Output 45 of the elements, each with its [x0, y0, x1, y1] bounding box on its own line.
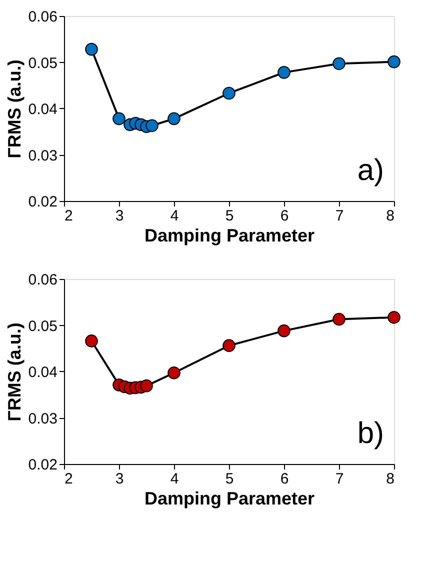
- x-tick-label: 8: [386, 208, 394, 224]
- x-tick-label: 3: [115, 470, 124, 488]
- y-tick-label: 0.02: [28, 194, 58, 210]
- y-axis-title: ΓRMS (a.u.): [4, 322, 24, 422]
- point: [278, 66, 290, 79]
- point: [222, 339, 236, 352]
- x-tick-label: 8: [386, 470, 394, 488]
- point: [85, 334, 98, 348]
- x-axis-title: Damping Parameter: [144, 226, 315, 246]
- point: [388, 310, 400, 324]
- x-tick-label: 4: [170, 470, 179, 488]
- x-tick-label: 3: [115, 208, 124, 224]
- x-tick-label: 5: [225, 208, 234, 224]
- annotation: a): [357, 154, 384, 187]
- y-tick-label: 0.05: [28, 318, 58, 335]
- y-tick-label: 0.03: [28, 410, 58, 428]
- x-tick-label: 4: [170, 208, 179, 224]
- x-tick-label: 2: [64, 208, 73, 224]
- point: [332, 57, 346, 70]
- point: [146, 119, 158, 132]
- x-tick-label: 6: [280, 208, 289, 224]
- point: [222, 86, 236, 100]
- point: [168, 112, 180, 126]
- point: [140, 379, 153, 392]
- y-tick-label: 0.06: [28, 8, 58, 26]
- point: [168, 366, 180, 380]
- point: [388, 55, 400, 68]
- x-tick-label: 7: [335, 470, 344, 488]
- y-tick-label: 0.04: [28, 364, 58, 381]
- y-tick-label: 0.04: [28, 101, 58, 118]
- y-tick-label: 0.03: [28, 147, 58, 164]
- x-tick-label: 2: [64, 470, 73, 488]
- y-tick-label: 0.06: [28, 272, 58, 288]
- point: [112, 112, 126, 126]
- y-tick-label: 0.02: [28, 456, 58, 474]
- y-tick-label: 0.05: [28, 54, 58, 72]
- x-tick-label: 5: [225, 470, 234, 488]
- point: [332, 312, 346, 326]
- x-tick-label: 6: [280, 470, 289, 488]
- x-axis-title: Damping Parameter: [144, 488, 315, 508]
- x-tick-label: 7: [335, 208, 344, 224]
- point: [85, 42, 98, 56]
- point: [278, 324, 290, 338]
- y-axis-title: ΓRMS (a.u.): [4, 60, 24, 158]
- annotation: b): [357, 417, 384, 450]
